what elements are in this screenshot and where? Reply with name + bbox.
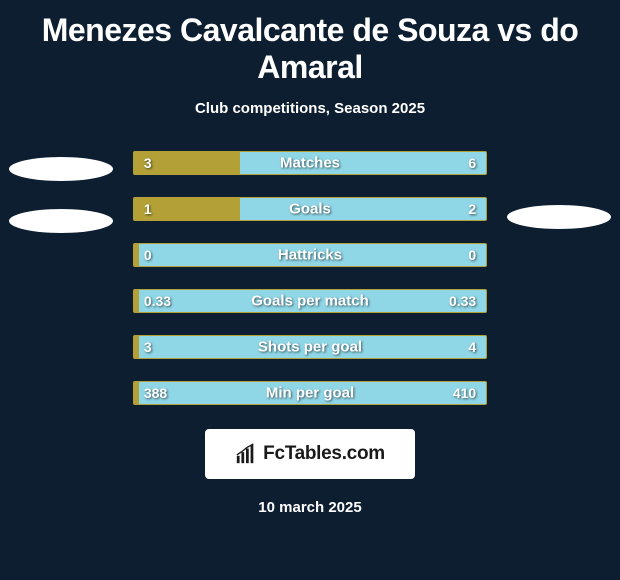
stat-bar-fill <box>134 244 139 266</box>
player-oval <box>9 209 113 233</box>
stat-bar-fill <box>134 336 139 358</box>
stat-bar-row: 388 Min per goal 410 <box>133 381 487 405</box>
stat-label: Matches <box>280 155 340 172</box>
stat-label: Min per goal <box>266 385 354 402</box>
branding-badge: FcTables.com <box>205 429 415 479</box>
stat-label: Shots per goal <box>258 339 362 356</box>
stat-left-value: 3 <box>144 155 152 171</box>
stat-label: Hattricks <box>278 247 342 264</box>
stat-bar-row: 3 Matches 6 <box>133 151 487 175</box>
left-player-col <box>4 151 119 233</box>
stat-left-value: 0.33 <box>144 293 171 309</box>
stat-left-value: 0 <box>144 247 152 263</box>
stat-label: Goals per match <box>251 293 369 310</box>
player-oval <box>507 205 611 229</box>
page-title: Menezes Cavalcante de Souza vs do Amaral <box>0 8 620 100</box>
stat-right-value: 6 <box>468 155 476 171</box>
branding-text: FcTables.com <box>263 443 385 465</box>
stat-right-value: 410 <box>453 385 476 401</box>
stat-right-value: 2 <box>468 201 476 217</box>
stat-right-value: 4 <box>468 339 476 355</box>
player-oval <box>9 157 113 181</box>
stat-bar-row: 0 Hattricks 0 <box>133 243 487 267</box>
stat-bar-fill <box>134 290 139 312</box>
date-label: 10 march 2025 <box>0 499 620 516</box>
fctables-logo-icon <box>235 443 257 465</box>
stat-left-value: 388 <box>144 385 167 401</box>
bars-col: 3 Matches 6 1 Goals 2 0 Hattricks 0 0.33 Goals per… <box>133 151 487 405</box>
stat-bar-row: 0.33 Goals per match 0.33 <box>133 289 487 313</box>
stat-bar-fill <box>134 382 139 404</box>
right-player-col <box>501 151 616 229</box>
stat-bar-row: 3 Shots per goal 4 <box>133 335 487 359</box>
stat-right-value: 0.33 <box>449 293 476 309</box>
stat-left-value: 1 <box>144 201 152 217</box>
main-area: 3 Matches 6 1 Goals 2 0 Hattricks 0 0.33 Goals per… <box>0 151 620 405</box>
stat-label: Goals <box>289 201 331 218</box>
subtitle: Club competitions, Season 2025 <box>0 100 620 151</box>
comparison-card: Menezes Cavalcante de Souza vs do Amaral… <box>0 0 620 516</box>
stat-bar-row: 1 Goals 2 <box>133 197 487 221</box>
stat-left-value: 3 <box>144 339 152 355</box>
stat-right-value: 0 <box>468 247 476 263</box>
